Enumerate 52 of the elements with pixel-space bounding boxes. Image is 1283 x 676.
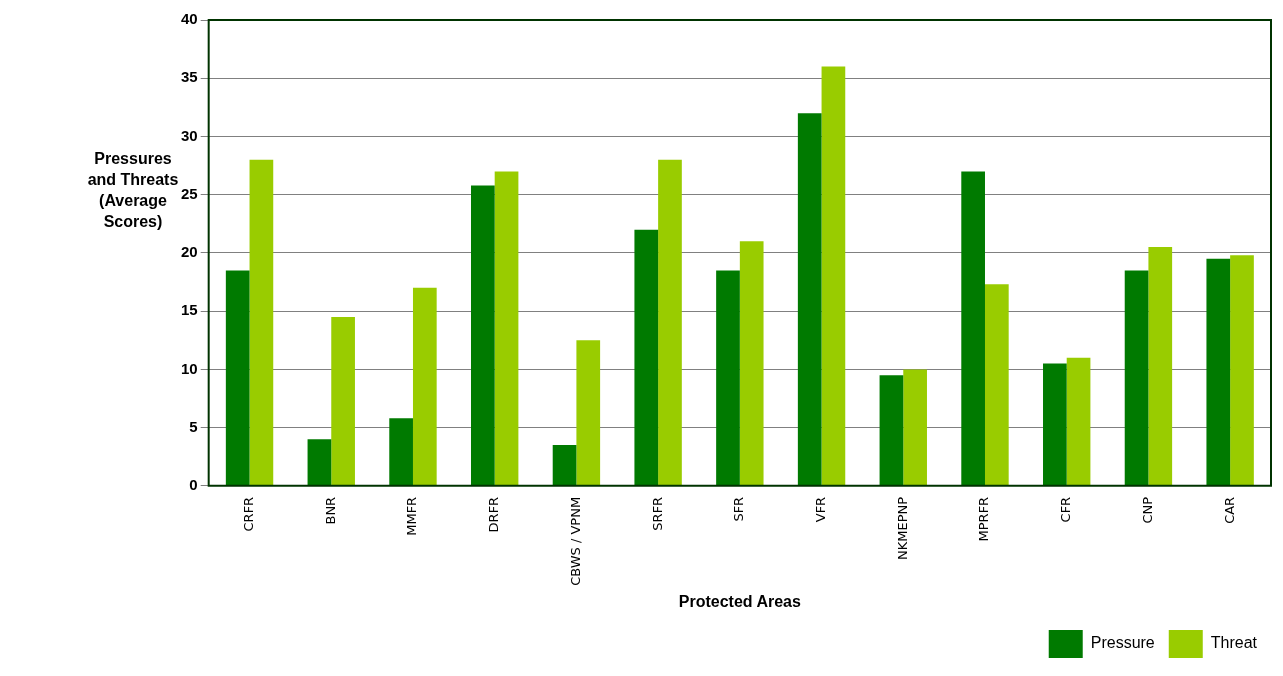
bar — [1230, 255, 1254, 486]
bar — [1148, 247, 1173, 486]
x-tick-label: VFR — [812, 496, 828, 523]
y-tick-label: 5 — [189, 417, 198, 435]
bar — [821, 66, 846, 486]
x-tick-label: CFR — [1058, 496, 1074, 523]
y-tick-label: 35 — [181, 68, 198, 86]
bar — [1206, 258, 1231, 486]
bar — [739, 241, 764, 486]
bar — [984, 284, 1009, 486]
y-tick-label: 25 — [181, 184, 198, 202]
bar — [389, 418, 413, 486]
x-tick-label: CAR — [1221, 496, 1237, 524]
y-tick-label: 20 — [181, 243, 198, 261]
x-tick-label: SRFR — [649, 496, 665, 531]
bar — [634, 229, 659, 486]
bar — [494, 171, 519, 486]
bar — [412, 287, 437, 486]
bar — [1043, 363, 1067, 486]
y-tick-label: 10 — [181, 359, 198, 377]
y-tick-label: 30 — [181, 126, 198, 144]
y-axis-title: Pressures and Threats (Average Scores) — [87, 150, 179, 230]
bar — [1124, 270, 1149, 486]
bar — [249, 159, 274, 486]
bar — [879, 375, 904, 486]
bar — [961, 171, 985, 486]
x-tick-label: NKMEPNP — [894, 496, 910, 560]
bar — [576, 340, 601, 486]
x-tick-label: MMFR — [404, 496, 420, 536]
bar — [1066, 357, 1091, 486]
legend-label: Pressure — [1090, 634, 1155, 652]
x-tick-label: SFR — [731, 496, 747, 522]
bar — [307, 439, 332, 486]
legend-label: Threat — [1210, 634, 1258, 652]
bar — [797, 113, 822, 486]
bar — [903, 369, 927, 486]
x-tick-label: BNR — [322, 496, 338, 525]
y-tick-label: 40 — [181, 10, 198, 28]
bar — [658, 159, 682, 486]
x-axis-title: Protected Areas — [678, 592, 802, 610]
x-tick-label: MPRFR — [976, 496, 992, 542]
x-tick-label: DRFR — [486, 496, 502, 533]
y-tick-label: 15 — [181, 301, 198, 319]
x-tick-label: CBWS / VPNM — [567, 496, 583, 586]
bar — [331, 316, 355, 486]
x-tick-label: CRFR — [240, 496, 256, 532]
bar — [225, 270, 250, 486]
y-tick-label: 0 — [189, 475, 198, 493]
bar — [471, 185, 495, 486]
x-tick-label: CNP — [1139, 496, 1155, 524]
bar — [552, 445, 577, 486]
bar — [716, 270, 740, 486]
